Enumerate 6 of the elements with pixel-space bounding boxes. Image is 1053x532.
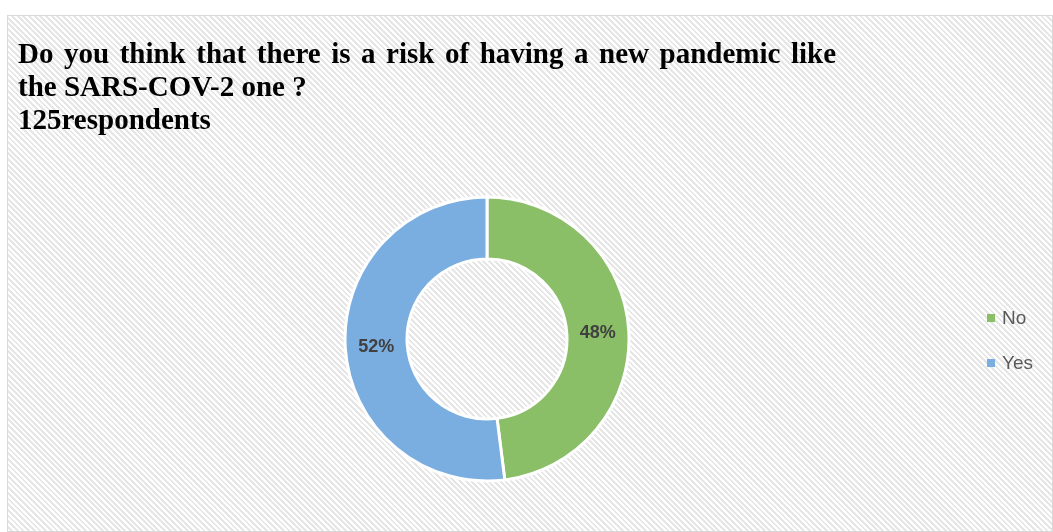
data-label: 48% [579,322,616,343]
legend-label: No [1002,306,1027,329]
chart-subtitle: 125respondents [18,103,212,136]
legend-label: Yes [1002,351,1033,374]
data-label: 52% [358,335,395,356]
chart-title: Do you think that there is a risk of having a new pandemic like the SARS-COV-2 one ? [18,37,836,103]
